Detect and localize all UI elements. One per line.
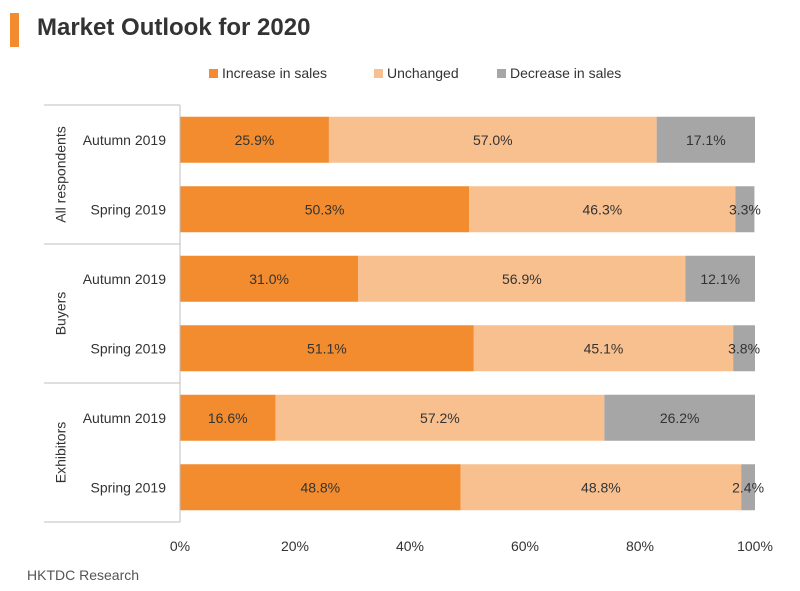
- data-label: 26.2%: [660, 410, 700, 426]
- legend-label-unchanged: Unchanged: [387, 65, 459, 81]
- bar-segment-decrease: [685, 255, 755, 302]
- bar-segment-unchanged: [460, 464, 742, 511]
- bar-segment-unchanged: [469, 186, 736, 233]
- legend-label-increase: Increase in sales: [222, 65, 328, 81]
- legend-item-unchanged: Unchanged: [374, 65, 459, 81]
- x-tick-label: 40%: [396, 538, 424, 554]
- data-label: 56.9%: [502, 271, 542, 287]
- bar-segment-decrease: [604, 394, 755, 441]
- data-label: 3.8%: [728, 340, 760, 356]
- bar-segment-unchanged: [328, 116, 657, 163]
- data-label: 25.9%: [235, 132, 275, 148]
- data-label: 57.2%: [420, 410, 460, 426]
- data-label: 16.6%: [208, 410, 248, 426]
- bar-segment-unchanged: [275, 394, 605, 441]
- bar-segment-decrease: [733, 325, 755, 372]
- legend-swatch-decrease: [497, 68, 506, 78]
- bar-segment-increase: [180, 116, 329, 163]
- data-label: 45.1%: [584, 340, 624, 356]
- bar-segment-increase: [180, 186, 470, 233]
- bar-segment-decrease: [741, 464, 755, 511]
- bar-segment-increase: [180, 325, 474, 372]
- category-label: Spring 2019: [90, 201, 166, 217]
- legend-swatch-unchanged: [374, 68, 383, 78]
- bar-segment-increase: [180, 255, 359, 302]
- x-tick-label: 60%: [511, 538, 539, 554]
- group-label: Buyers: [53, 292, 69, 336]
- legend-label-decrease: Decrease in sales: [510, 65, 622, 81]
- data-label: 2.4%: [732, 479, 764, 495]
- x-tick-label: 80%: [626, 538, 654, 554]
- category-label: Autumn 2019: [83, 271, 166, 287]
- x-tick-label: 100%: [737, 538, 773, 554]
- data-label: 31.0%: [249, 271, 289, 287]
- bar-segment-increase: [180, 464, 461, 511]
- data-label: 50.3%: [305, 201, 345, 217]
- chart-title: Market Outlook for 2020: [37, 14, 311, 41]
- category-label: Autumn 2019: [83, 410, 166, 426]
- data-label: 12.1%: [700, 271, 740, 287]
- x-tick-label: 20%: [281, 538, 309, 554]
- data-label: 48.8%: [581, 479, 621, 495]
- data-label: 48.8%: [300, 479, 340, 495]
- bar-segment-unchanged: [358, 255, 686, 302]
- title-accent-bar: [10, 13, 19, 47]
- group-label: Exhibitors: [53, 422, 69, 483]
- data-label: 57.0%: [473, 132, 513, 148]
- bar-segment-decrease: [735, 186, 755, 233]
- x-tick-label: 0%: [170, 538, 190, 554]
- data-label: 17.1%: [686, 132, 726, 148]
- data-label: 3.3%: [729, 201, 761, 217]
- legend-item-decrease: Decrease in sales: [497, 65, 621, 81]
- category-label: Autumn 2019: [83, 132, 166, 148]
- bar-segment-unchanged: [473, 325, 734, 372]
- legend-item-increase: Increase in sales: [209, 65, 327, 81]
- category-label: Spring 2019: [90, 340, 166, 356]
- legend-swatch-increase: [209, 68, 218, 78]
- category-label: Spring 2019: [90, 479, 166, 495]
- chart-legend: Increase in sales Unchanged Decrease in …: [0, 65, 800, 85]
- data-label: 46.3%: [582, 201, 622, 217]
- bar-segment-decrease: [656, 116, 755, 163]
- group-label: All respondents: [53, 126, 69, 223]
- bar-segment-increase: [180, 394, 276, 441]
- source-note: HKTDC Research: [27, 567, 140, 583]
- data-label: 51.1%: [307, 340, 347, 356]
